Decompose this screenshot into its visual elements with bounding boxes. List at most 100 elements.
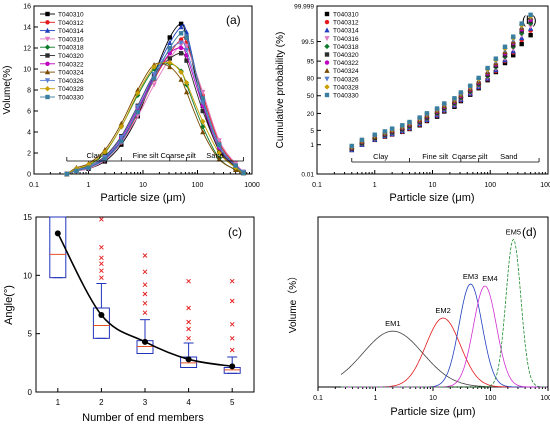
panel-b-point	[528, 24, 534, 30]
panel-a-fraction-label: Sand	[206, 151, 224, 160]
panel-b-point	[519, 21, 524, 26]
panel-a-point	[178, 45, 184, 51]
panel-c-mean-point	[98, 312, 105, 318]
panel-c-outlier	[229, 322, 235, 327]
panel-b-ytick-label: 99.999	[294, 4, 314, 11]
panel-c-outlier	[99, 275, 104, 280]
panel-a-point	[241, 170, 246, 176]
panel-d-curve	[340, 330, 547, 388]
panel-c-outlier	[99, 268, 104, 273]
panel-a-legend-label: T040316	[58, 36, 84, 43]
panel-c: (c) Number of end members Angle(°) 1 2 3 4 5…	[3, 213, 255, 424]
panel-b-legend-label: T040326	[333, 76, 359, 83]
panel-a-point	[183, 47, 190, 53]
panel-d-curve-label: EM3	[463, 272, 478, 281]
panel-b-point	[359, 137, 365, 143]
panel-a-legend: T040310T040312T040314T040316T040318T0403…	[40, 12, 84, 102]
panel-c-outlier	[186, 336, 191, 341]
panel-a-ylabel: Volume(%)	[2, 66, 13, 115]
panel-a-legend-label: T040324	[58, 70, 84, 77]
panel-b-point	[485, 65, 490, 71]
panel-b-ytick-label: 80	[307, 76, 315, 83]
panel-b-point	[511, 34, 516, 39]
panel-b-point	[400, 123, 405, 128]
panel-d-curve-label: EM1	[385, 319, 400, 328]
panel-c-outlier	[186, 278, 191, 284]
panel-a-point	[74, 168, 79, 174]
panel-d-ylabel: Volume（%）	[287, 271, 299, 333]
panel-d-xtick-label: 100	[485, 395, 497, 402]
panel-b-point	[468, 83, 473, 88]
panel-c-outlier	[186, 305, 191, 311]
panel-a-ytick-label: 4	[27, 130, 31, 137]
panel-a-point	[135, 109, 140, 115]
panel-a-legend-label: T040310	[58, 12, 84, 19]
panel-a-ytick-label: 0	[27, 172, 31, 179]
panel-c-mean-line	[54, 230, 236, 370]
panel-a-legend-marker	[44, 27, 51, 33]
panel-b-point	[528, 32, 533, 38]
panel-c-outlier	[186, 326, 191, 332]
panel-c-outlier	[142, 310, 148, 315]
panel-a-legend-marker	[44, 69, 51, 75]
panel-c-outlier	[229, 336, 235, 341]
panel-c-mean-point	[142, 338, 148, 345]
panel-b-ytick-label: 50	[307, 93, 315, 100]
panel-a-point	[151, 76, 157, 81]
panel-c-outlier	[142, 301, 148, 306]
panel-a-point	[183, 43, 190, 49]
panel-c-outlier	[186, 319, 191, 325]
panel-c-ytick-label: 5	[28, 330, 33, 339]
panel-a-point	[167, 45, 172, 51]
panel-b-point	[389, 126, 395, 131]
panel-b-point	[511, 52, 516, 58]
panel-a-point	[102, 149, 108, 155]
panel-b-legend-marker	[324, 67, 330, 73]
panel-a-ytick-label: 10	[23, 67, 31, 74]
panel-c-ticks: 1 2 3 4 5 0 5 10 15	[23, 213, 235, 407]
panel-a-fraction-label: Clay	[87, 151, 102, 160]
panel-c-ylabel: Angle(°)	[3, 285, 15, 325]
panel-d-xtick-label: 0.1	[313, 395, 323, 402]
panel-a-point	[200, 96, 205, 101]
panel-a-legend-marker	[44, 78, 51, 84]
panel-b-point	[528, 12, 533, 18]
panel-a-point	[64, 171, 70, 177]
panel-a-legend-label: T040312	[58, 20, 84, 27]
panel-c-mean-point	[54, 230, 61, 237]
panel-a-point	[200, 89, 206, 95]
panel-b-ytick-label: 5	[310, 128, 314, 135]
panel-b-point	[519, 41, 524, 47]
panel-b-fraction-label: Coarse silt	[452, 152, 488, 161]
panel-a-point	[178, 76, 184, 82]
panel-b-ticks: 0.1 1 10 100 1000 0.01 1 5 20 50 80 95 99.5 99.999	[294, 4, 550, 190]
panel-a-ytick-label: 12	[23, 46, 31, 53]
panel-c-ytick-label: 0	[28, 388, 33, 397]
panel-a-legend-label: T040330	[58, 95, 84, 102]
panel-b-legend-label: T040320	[333, 52, 359, 59]
panel-b-legend-label: T040328	[333, 84, 359, 91]
panel-b-point	[434, 106, 440, 111]
panel-a-point	[178, 21, 184, 27]
panel-c-xtick-label: 3	[143, 398, 148, 407]
panel-b-legend-marker	[324, 43, 330, 50]
panel-b-point	[476, 75, 481, 81]
panel-c-mean-point	[185, 356, 192, 363]
panel-a-point	[151, 64, 157, 70]
panel-d-ticks: 0.1 1 10 100 1000	[313, 387, 550, 402]
panel-a-legend-label: T040328	[58, 86, 84, 93]
panel-c-outlier	[229, 278, 235, 284]
panel-b-xtick-label: 1	[373, 182, 377, 189]
panel-a-legend-label: T040314	[58, 28, 84, 35]
panel-b-xtick-label: 10	[429, 182, 437, 189]
panel-b-ytick-label: 99.5	[301, 39, 314, 46]
panel-b-xlabel: Particle size (μm)	[389, 192, 474, 204]
panel-b-legend-marker	[324, 11, 330, 17]
panel-c-outlier	[229, 298, 235, 304]
panel-c-ytick-label: 10	[23, 271, 32, 280]
panel-b-ytick-label: 95	[307, 59, 315, 66]
panel-a-legend-marker	[45, 20, 50, 25]
panel-a-point	[183, 89, 190, 95]
panel-b-fraction-label: Clay	[373, 152, 388, 161]
panel-b-legend-label: T040314	[333, 28, 359, 35]
